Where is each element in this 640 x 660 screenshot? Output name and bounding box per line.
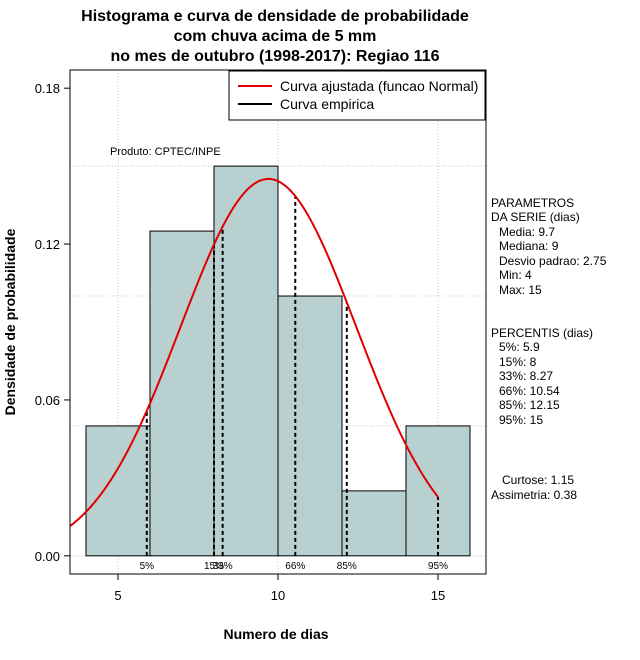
stat-assimetria: Assimetria: 0.38 [491, 488, 577, 502]
legend-label-fitted: Curva ajustada (funcao Normal) [280, 78, 478, 94]
parametros-heading-1: PARAMETROS [491, 196, 574, 210]
bar-5 [405, 425, 471, 557]
histogram-bars [85, 165, 471, 557]
x-axis-label: Numero de dias [223, 626, 328, 642]
y-tick-label-3: 0.18 [35, 81, 60, 96]
x-tick-label-0: 5 [114, 588, 121, 603]
series-parameters: PARAMETROS DA SERIE (dias) Media: 9.7 Me… [491, 196, 607, 297]
percentil-33: 33%: 8.27 [499, 369, 553, 383]
percentile-lines [145, 196, 439, 556]
title-line-3: no mes de outubro (1998-2017): Regiao 11… [111, 48, 440, 65]
percentil-85: 85%: 12.15 [499, 398, 560, 412]
stat-curtose: Curtose: 1.15 [502, 473, 574, 487]
percentile-label-3: 66% [285, 561, 305, 572]
shape-stats: Curtose: 1.15 Assimetria: 0.38 [491, 473, 577, 502]
percentil-15: 15%: 8 [499, 355, 537, 369]
percentil-66: 66%: 10.54 [499, 384, 560, 398]
percentile-labels: 5% 15%33% 66% 85% 95% [140, 561, 449, 572]
percentiles-panel: PERCENTIS (dias) 5%: 5.9 15%: 8 33%: 8.2… [491, 326, 593, 427]
legend-label-empirical: Curva empirica [280, 96, 374, 112]
y-axis-label: Densidade de probabilidade [2, 228, 18, 415]
bar-2 [213, 165, 279, 557]
source-note: Produto: CPTEC/INPE [110, 146, 221, 158]
percentil-95: 95%: 15 [499, 413, 543, 427]
percentile-label-2: 33% [213, 561, 233, 572]
param-max: Max: 15 [499, 283, 542, 297]
param-mediana: Mediana: 9 [499, 239, 559, 253]
bar-0 [85, 425, 151, 557]
y-tick-label-2: 0.12 [35, 237, 60, 252]
legend-box [228, 70, 486, 121]
y-axis: 0.00 0.06 0.12 0.18 [35, 81, 70, 564]
title-line-1: Histograma e curva de densidade de proba… [81, 8, 469, 25]
percentis-heading: PERCENTIS (dias) [491, 326, 593, 340]
legend: Curva ajustada (funcao Normal) Curva emp… [228, 70, 486, 121]
x-axis: 5 10 15 [114, 574, 445, 603]
normal-curve [69, 177, 439, 527]
param-desvio: Desvio padrao: 2.75 [499, 254, 607, 268]
title-line-2: com chuva acima de 5 mm [174, 28, 377, 45]
y-tick-label-1: 0.06 [35, 393, 60, 408]
y-tick-label-0: 0.00 [35, 549, 60, 564]
x-tick-label-1: 10 [271, 588, 285, 603]
percentile-label-1: 15% [204, 561, 224, 572]
percentile-label-4: 85% [337, 561, 357, 572]
bar-4 [341, 490, 407, 557]
percentil-5: 5%: 5.9 [499, 340, 540, 354]
percentile-label-5: 95% [428, 561, 448, 572]
x-tick-label-2: 15 [431, 588, 445, 603]
parametros-heading-2: DA SERIE (dias) [491, 210, 580, 224]
bar-1 [149, 230, 215, 557]
percentile-label-0: 5% [140, 561, 155, 572]
param-min: Min: 4 [499, 268, 532, 282]
param-media: Media: 9.7 [499, 225, 555, 239]
bar-3 [277, 295, 343, 557]
chart-title: Histograma e curva de densidade de proba… [81, 8, 469, 65]
